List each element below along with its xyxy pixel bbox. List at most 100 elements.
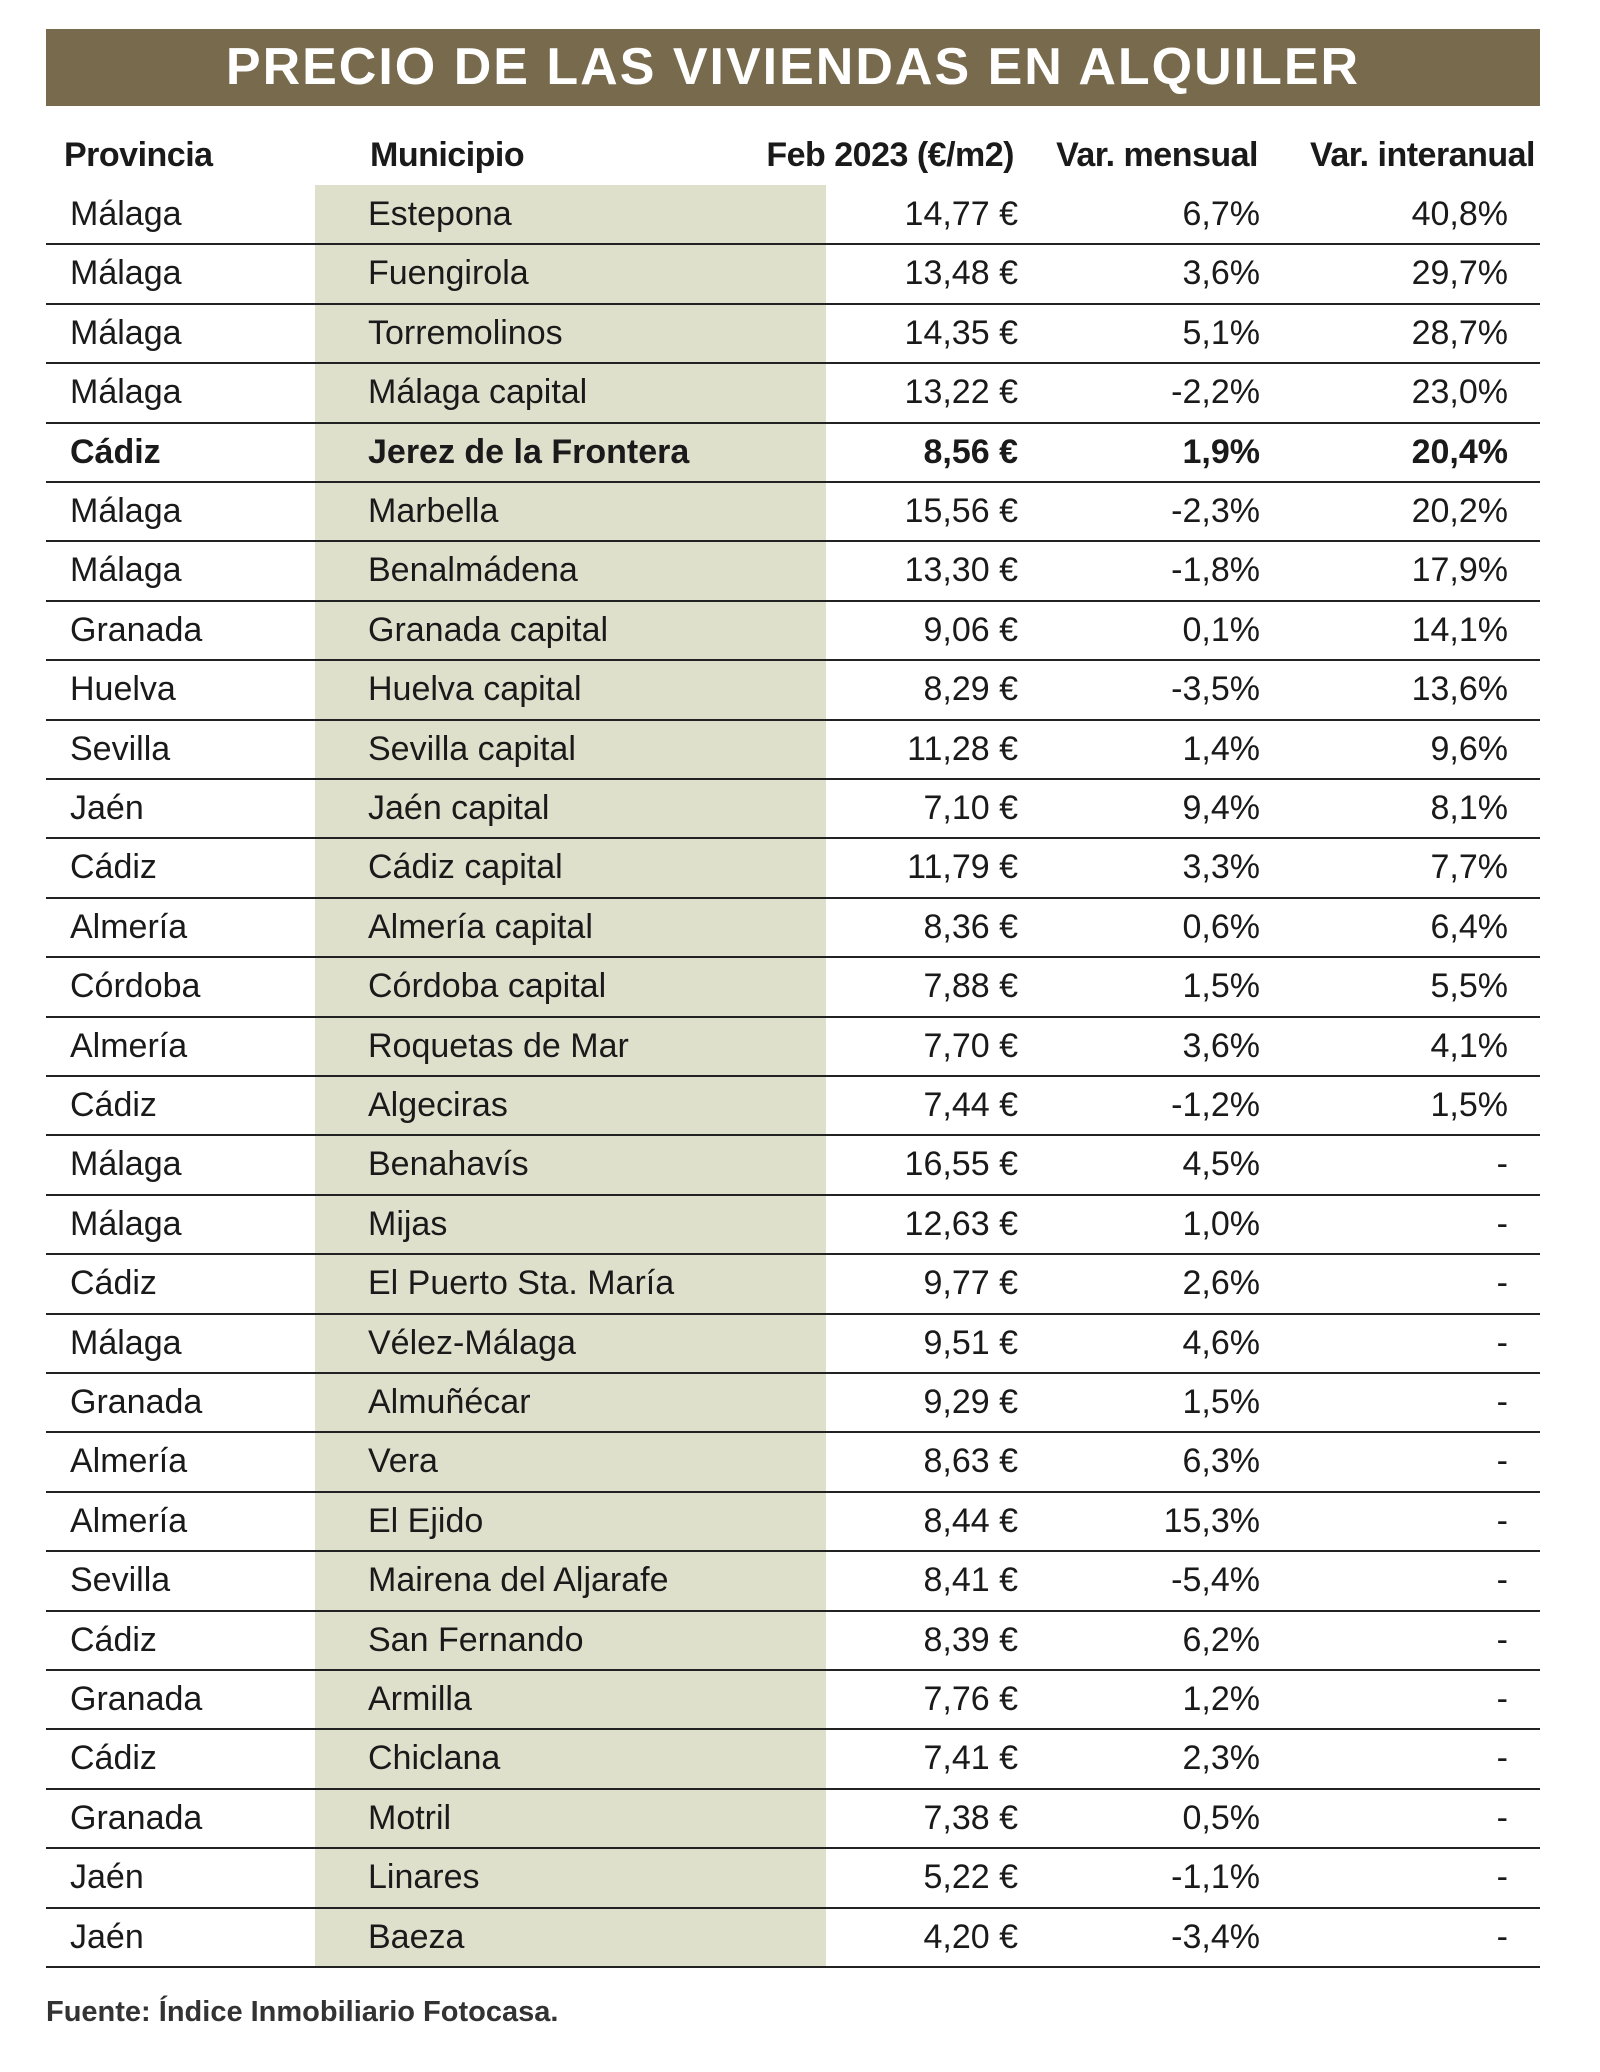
table-cell: 7,70 € xyxy=(923,1026,1018,1065)
title-bar: PRECIO DE LAS VIVIENDAS EN ALQUILER xyxy=(46,29,1540,106)
table-cell: Cádiz capital xyxy=(368,848,563,887)
table-cell: 15,56 € xyxy=(904,492,1018,530)
row-divider xyxy=(46,599,1540,602)
table-cell: 13,48 € xyxy=(904,254,1018,293)
table-cell: Cádiz xyxy=(70,848,157,887)
table-cell: Sevilla xyxy=(70,729,171,768)
row-divider xyxy=(46,1253,1540,1256)
column-header: Var. interanual xyxy=(1310,136,1535,174)
table-cell: 13,30 € xyxy=(904,551,1018,590)
table-cell: 8,63 € xyxy=(923,1442,1018,1481)
row-divider xyxy=(46,1312,1540,1315)
table-cell: Granada capital xyxy=(368,610,609,649)
table-cell: 8,44 € xyxy=(923,1501,1018,1540)
table-cell: 4,20 € xyxy=(923,1917,1018,1956)
table-cell: 6,7% xyxy=(1182,195,1261,233)
column-header: Municipio xyxy=(370,136,525,174)
table-cell: 1,9% xyxy=(1182,432,1261,471)
table-cell: 3,3% xyxy=(1182,848,1261,887)
table-cell: Estepona xyxy=(368,195,512,233)
table-cell: Almería xyxy=(70,907,188,946)
table-cell: - xyxy=(1496,1501,1508,1540)
table-cell: Mairena del Aljarafe xyxy=(368,1561,669,1600)
table-cell: Armilla xyxy=(368,1680,472,1718)
table-cell: Almería xyxy=(70,1501,188,1540)
table-cell: - xyxy=(1496,1442,1508,1481)
table-cell: 23,0% xyxy=(1411,373,1508,412)
row-divider xyxy=(46,1490,1540,1493)
row-divider xyxy=(46,1372,1540,1374)
table-cell: -3,5% xyxy=(1171,670,1260,709)
table-cell: -5,4% xyxy=(1171,1561,1260,1600)
row-divider xyxy=(46,1669,1540,1671)
table-cell: Jaén capital xyxy=(368,789,550,827)
row-divider xyxy=(46,243,1540,246)
table-cell: -2,2% xyxy=(1171,373,1260,412)
table-cell: Huelva capital xyxy=(368,670,582,709)
table-cell: 29,7% xyxy=(1411,254,1508,293)
table-cell: Málaga xyxy=(70,1323,182,1362)
table-cell: Cádiz xyxy=(70,1264,157,1303)
table-cell: -1,8% xyxy=(1171,551,1260,590)
table-cell: Marbella xyxy=(368,492,499,530)
table-cell: Jerez de la Frontera xyxy=(368,432,690,471)
table-cell: 0,5% xyxy=(1182,1798,1261,1837)
table-cell: Jaén xyxy=(70,789,144,827)
table-cell: Baeza xyxy=(368,1917,465,1956)
table-cell: 11,28 € xyxy=(907,729,1018,768)
row-divider xyxy=(46,481,1540,483)
table-cell: Vélez-Málaga xyxy=(368,1323,576,1362)
table-cell: 8,41 € xyxy=(923,1561,1018,1600)
table-cell: 1,5% xyxy=(1182,967,1261,1006)
table-cell: 9,06 € xyxy=(923,610,1018,649)
source-note: Fuente: Índice Inmobiliario Fotocasa. xyxy=(46,1996,559,2028)
row-divider xyxy=(46,1609,1540,1612)
table-cell: 12,63 € xyxy=(904,1204,1018,1243)
table-cell: Córdoba capital xyxy=(368,967,607,1006)
table-cell: 8,29 € xyxy=(923,670,1018,709)
row-divider xyxy=(46,956,1540,959)
table-cell: 9,6% xyxy=(1430,729,1509,768)
table-cell: -3,4% xyxy=(1171,1917,1260,1956)
table-cell: 14,1% xyxy=(1411,610,1508,649)
table-cell: Almuñécar xyxy=(368,1383,531,1421)
row-divider xyxy=(46,778,1540,780)
table-cell: Mijas xyxy=(368,1204,448,1243)
row-divider xyxy=(46,1134,1540,1137)
table-cell: El Ejido xyxy=(368,1501,484,1540)
table-cell: Córdoba xyxy=(70,967,201,1006)
table-cell: Benahavís xyxy=(368,1145,529,1184)
row-divider xyxy=(46,1906,1540,1909)
table-cell: Málaga xyxy=(70,373,182,412)
table-cell: Cádiz xyxy=(70,432,161,471)
row-divider xyxy=(46,1431,1540,1434)
table-cell: 2,6% xyxy=(1182,1264,1261,1303)
table-cell: - xyxy=(1496,1383,1508,1421)
table-cell: - xyxy=(1496,1620,1508,1659)
table-cell: Málaga xyxy=(70,254,182,293)
table-cell: 7,44 € xyxy=(923,1086,1018,1124)
table-cell: - xyxy=(1496,1798,1508,1837)
table-cell: 40,8% xyxy=(1411,195,1508,233)
table-cell: - xyxy=(1496,1323,1508,1362)
table-cell: 7,7% xyxy=(1430,848,1509,887)
table-cell: 1,2% xyxy=(1182,1680,1261,1718)
column-header: Var. mensual xyxy=(1056,136,1258,174)
table-cell: 5,1% xyxy=(1182,313,1261,352)
table-cell: Chiclana xyxy=(368,1739,501,1778)
table-cell: 7,76 € xyxy=(923,1680,1018,1718)
table-cell: Cádiz xyxy=(70,1739,157,1778)
table-cell: Málaga xyxy=(70,195,182,233)
table-cell: 9,51 € xyxy=(923,1323,1018,1362)
table-cell: Motril xyxy=(368,1798,452,1837)
row-divider xyxy=(46,896,1540,899)
table-cell: - xyxy=(1496,1680,1508,1718)
row-divider xyxy=(46,1075,1540,1077)
table-cell: Cádiz xyxy=(70,1620,157,1659)
table-cell: 7,38 € xyxy=(923,1798,1018,1837)
table-cell: - xyxy=(1496,1561,1508,1600)
table-cell: 6,3% xyxy=(1182,1442,1261,1481)
table-cell: -2,3% xyxy=(1171,492,1260,530)
table-cell: - xyxy=(1496,1858,1508,1897)
